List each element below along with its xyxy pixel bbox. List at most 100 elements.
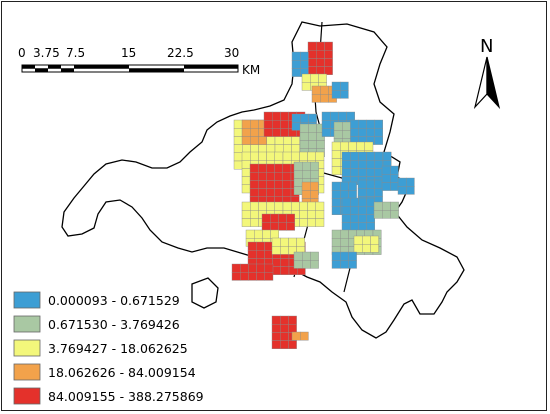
grid-cell — [390, 182, 399, 191]
grid-cell — [271, 332, 281, 341]
grid-cell — [340, 89, 349, 99]
grid-cell — [300, 113, 309, 123]
grid-cell — [274, 201, 284, 211]
grid-cell — [320, 85, 329, 95]
grid-cell — [261, 221, 271, 231]
grid-cell — [286, 221, 296, 231]
grid-cell — [316, 140, 325, 149]
grid-cell — [353, 243, 363, 253]
scale-tick-2: 7.5 — [66, 46, 85, 60]
legend-swatch-5 — [13, 387, 41, 405]
grid-cell — [390, 201, 399, 211]
grid-cell — [282, 180, 292, 189]
grid-cell — [271, 237, 281, 247]
grid-cell — [249, 151, 259, 161]
grid-cell — [248, 263, 257, 273]
grid-cell — [291, 60, 301, 69]
grid-cell — [255, 241, 265, 251]
grid-cell — [366, 119, 375, 129]
grid-cell — [315, 201, 325, 211]
grid-cell — [300, 51, 309, 61]
legend-swatch-1 — [13, 291, 41, 309]
grid-cell — [374, 159, 384, 169]
grid-cell — [318, 73, 327, 83]
grid-cell — [321, 119, 331, 129]
grid-cell — [307, 218, 317, 227]
grid-cell — [249, 201, 259, 211]
grid-cell — [311, 93, 321, 103]
grid-cell — [299, 123, 309, 133]
grid-cell — [331, 181, 341, 191]
grid-cell — [283, 144, 292, 154]
grid-cell — [272, 128, 281, 137]
grid-cell — [330, 111, 339, 121]
grid-cell — [231, 272, 241, 281]
grid-cell — [233, 152, 243, 162]
grid-cell — [270, 229, 280, 239]
grid-cell — [324, 41, 333, 51]
grid-cell — [280, 237, 289, 247]
grid-cell — [270, 221, 279, 231]
grid-cell — [274, 151, 284, 161]
grid-cell — [271, 245, 281, 255]
grid-cell — [249, 218, 259, 227]
grid-cell — [331, 81, 341, 91]
grid-cell — [366, 205, 376, 215]
grid-cell — [278, 221, 287, 231]
grid-cell — [274, 136, 284, 145]
grid-cell — [324, 58, 333, 67]
grid-cell — [307, 201, 317, 211]
grid-cell — [280, 340, 289, 350]
grid-cell — [302, 161, 311, 171]
scale-tick-5: 30 — [224, 46, 239, 60]
grid-cell — [274, 188, 284, 198]
grid-cell — [233, 119, 243, 129]
grid-cell — [241, 144, 251, 154]
grid-cell — [233, 160, 243, 170]
grid-cell — [231, 263, 241, 273]
grid-cell — [374, 119, 384, 129]
grid-cell — [358, 168, 367, 177]
grid-cell — [310, 181, 319, 191]
grid-cell — [266, 171, 275, 181]
grid-cell — [374, 136, 384, 145]
grid-cell — [261, 213, 271, 223]
grid-cell — [249, 163, 259, 173]
grid-cell — [300, 331, 309, 341]
grid-cell — [333, 129, 343, 139]
grid-cell — [280, 266, 290, 276]
grid-cell — [331, 251, 341, 261]
grid-cell — [331, 141, 341, 151]
grid-cell — [338, 111, 347, 121]
grid-cell — [350, 214, 359, 223]
grid-cell — [340, 141, 349, 151]
grid-cell — [341, 214, 351, 223]
grid-cell — [390, 209, 399, 219]
grid-cell — [366, 187, 375, 197]
grid-cell — [340, 229, 349, 239]
grid-cell — [245, 229, 255, 239]
north-label: N — [480, 36, 493, 57]
scale-bar: 0 3.75 7.5 15 22.5 30 KM — [18, 46, 260, 77]
grid-cell — [316, 58, 325, 67]
grid-cell — [301, 81, 311, 91]
grid-cell — [266, 144, 276, 154]
grid-cell — [331, 229, 341, 239]
legend-label-5: 84.009155 - 388.275869 — [48, 389, 204, 404]
grid-cell — [331, 198, 341, 207]
grid-cell — [341, 159, 351, 169]
grid-cell — [280, 111, 289, 121]
grid-cell — [310, 161, 319, 171]
grid-cell — [241, 184, 251, 194]
grid-cell — [241, 136, 251, 145]
grid-cell — [349, 119, 359, 129]
grid-cell — [310, 169, 319, 179]
grid-cell — [357, 187, 367, 197]
grid-cell — [248, 272, 257, 281]
grid-cell — [264, 263, 274, 273]
grid-cell — [288, 324, 297, 333]
grid-cell — [341, 168, 351, 177]
grid-cell — [307, 58, 317, 67]
